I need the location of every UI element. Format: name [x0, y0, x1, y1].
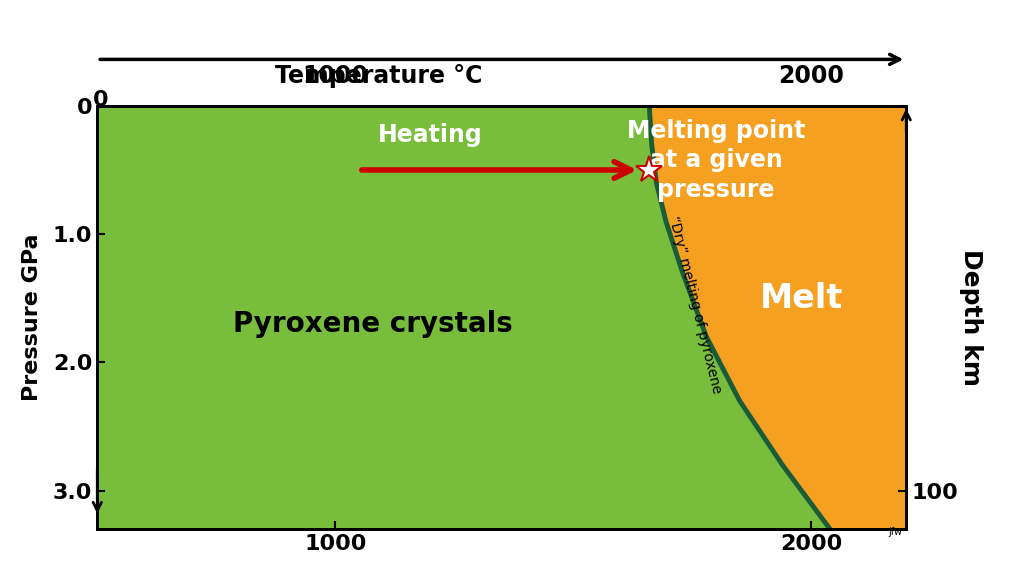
Text: 2000: 2000	[778, 64, 844, 88]
Text: 0: 0	[93, 90, 109, 110]
Text: jfw: jfw	[888, 527, 902, 537]
Y-axis label: Pressure GPa: Pressure GPa	[22, 234, 42, 401]
Y-axis label: Depth km: Depth km	[958, 249, 983, 386]
Text: Melting point
at a given
pressure: Melting point at a given pressure	[627, 119, 805, 202]
Polygon shape	[97, 106, 830, 529]
Text: Melt: Melt	[760, 282, 843, 315]
Text: 1000: 1000	[302, 64, 369, 88]
Text: Pyroxene crystals: Pyroxene crystals	[233, 310, 513, 338]
Text: Heating: Heating	[378, 123, 482, 147]
Text: “Dry” melting of pyroxene: “Dry” melting of pyroxene	[666, 215, 723, 395]
Text: Temperature °C: Temperature °C	[275, 64, 482, 88]
